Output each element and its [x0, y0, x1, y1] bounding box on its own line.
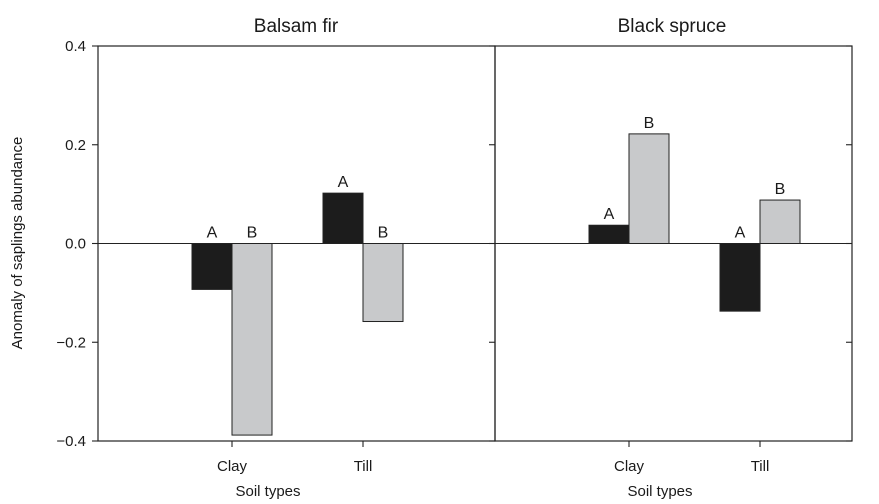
- x-tick-label: Clay: [614, 458, 645, 475]
- bar: [322, 192, 364, 244]
- x-tick-label: Till: [751, 458, 770, 475]
- bar-label: A: [735, 225, 746, 242]
- y-axis-title: Anomaly of saplings abundance: [9, 137, 26, 350]
- bar: [588, 224, 630, 244]
- panel-1: Balsam fir A A B B Clay Till Soil types: [97, 16, 496, 500]
- panel-title: Balsam fir: [254, 16, 339, 37]
- bar-label: A: [338, 174, 349, 191]
- bar: [759, 199, 801, 245]
- y-tick-label: 0.4: [65, 38, 86, 55]
- bar-label: B: [775, 181, 786, 198]
- bar: [628, 133, 670, 244]
- bar-label: B: [247, 225, 258, 242]
- panel-title: Black spruce: [618, 16, 727, 37]
- x-tick-label: Clay: [217, 458, 248, 475]
- axis-title-layer: Anomaly of saplings abundance: [9, 137, 26, 350]
- bar-label: B: [644, 115, 655, 132]
- bar-label: B: [378, 225, 389, 242]
- y-tick-label: −0.4: [56, 433, 86, 450]
- panel-2: Black spruce A A B B Clay Till Soil types: [494, 16, 853, 500]
- y-tick-label: −0.2: [56, 334, 86, 351]
- x-axis-title: Soil types: [235, 483, 300, 500]
- bar: [362, 243, 404, 323]
- y-tick-label: 0.0: [65, 236, 86, 253]
- bar: [191, 243, 233, 290]
- bar: [231, 243, 273, 436]
- y-tick-label: 0.2: [65, 137, 86, 154]
- x-axis-title: Soil types: [627, 483, 692, 500]
- y-axis-ticks: 0.4 0.2 0.0 −0.2 −0.4: [56, 38, 98, 450]
- bar: [719, 243, 761, 312]
- bar-label: A: [604, 206, 615, 223]
- x-tick-label: Till: [354, 458, 373, 475]
- bar-label: A: [207, 225, 218, 242]
